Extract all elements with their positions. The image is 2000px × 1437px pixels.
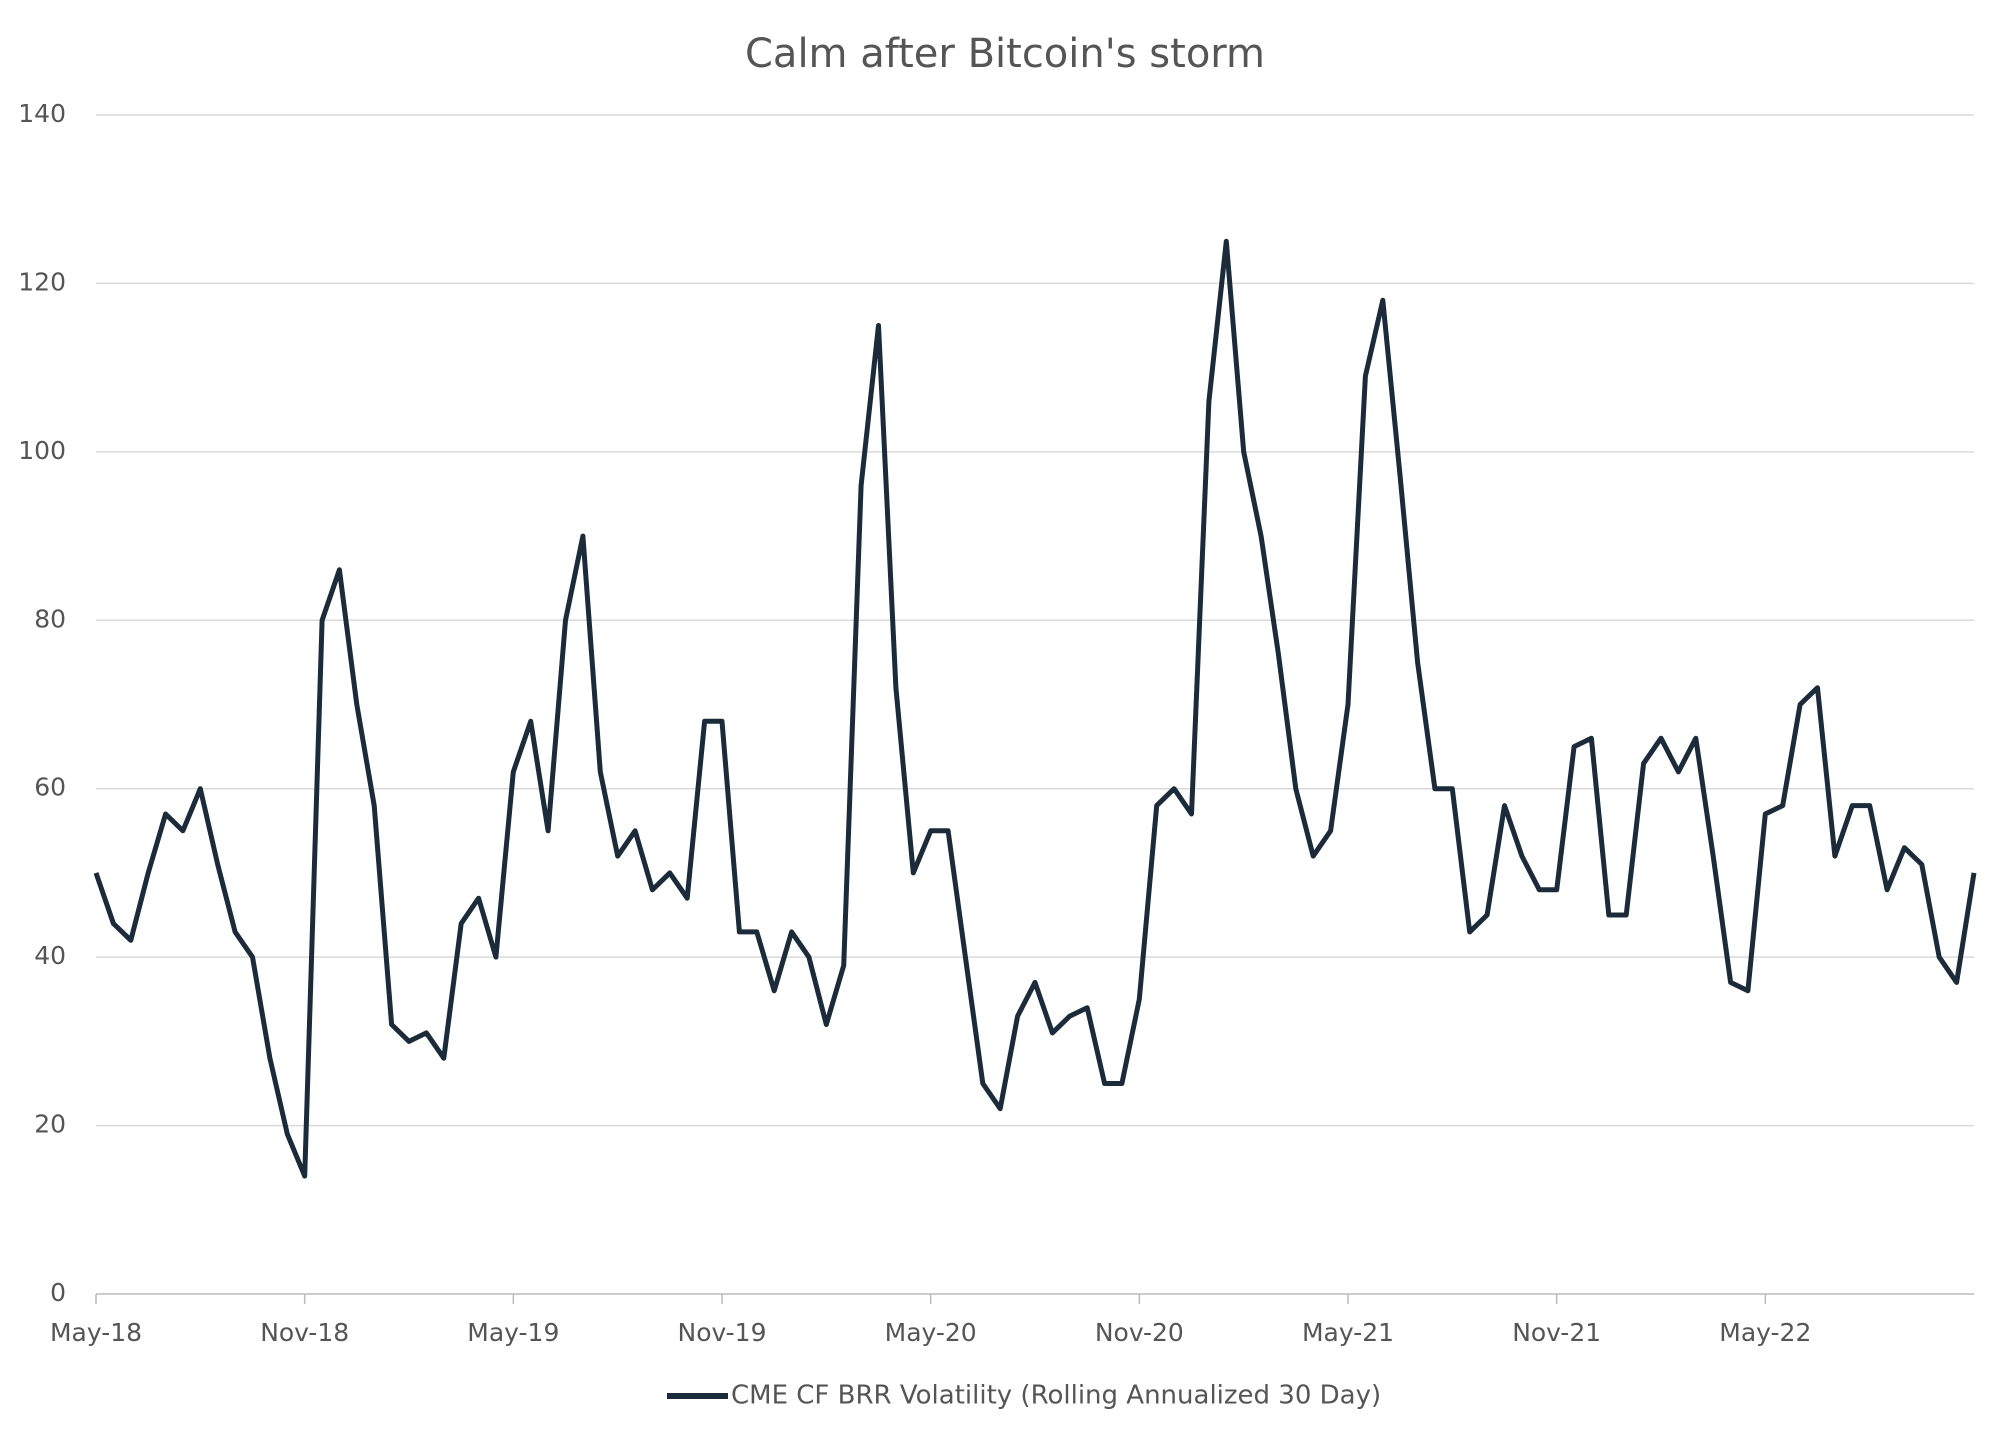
x-tick-label: Nov-21 xyxy=(1512,1318,1601,1347)
x-tick-label: Nov-18 xyxy=(260,1318,349,1347)
x-tick-label: Nov-20 xyxy=(1095,1318,1184,1347)
x-tick-label: May-21 xyxy=(1302,1318,1394,1347)
x-tick-label: May-18 xyxy=(50,1318,142,1347)
legend-label: CME CF BRR Volatility (Rolling Annualize… xyxy=(731,1381,1381,1411)
x-tick-label: Nov-19 xyxy=(678,1318,767,1347)
line-series xyxy=(93,238,1977,1179)
y-tick-label: 0 xyxy=(50,1278,66,1307)
y-tick-label: 100 xyxy=(18,436,66,465)
chart-title: Calm after Bitcoin's storm xyxy=(745,31,1265,77)
x-tick-label: May-22 xyxy=(1719,1318,1811,1347)
y-tick-label: 40 xyxy=(34,941,66,970)
x-tick-label: May-19 xyxy=(467,1318,559,1347)
y-tick-label: 80 xyxy=(34,604,66,633)
x-tick-label: May-20 xyxy=(885,1318,977,1347)
y-tick-label: 20 xyxy=(34,1110,66,1139)
y-tick-label: 120 xyxy=(18,267,66,296)
y-tick-label: 60 xyxy=(34,773,66,802)
y-tick-label: 140 xyxy=(18,99,66,128)
